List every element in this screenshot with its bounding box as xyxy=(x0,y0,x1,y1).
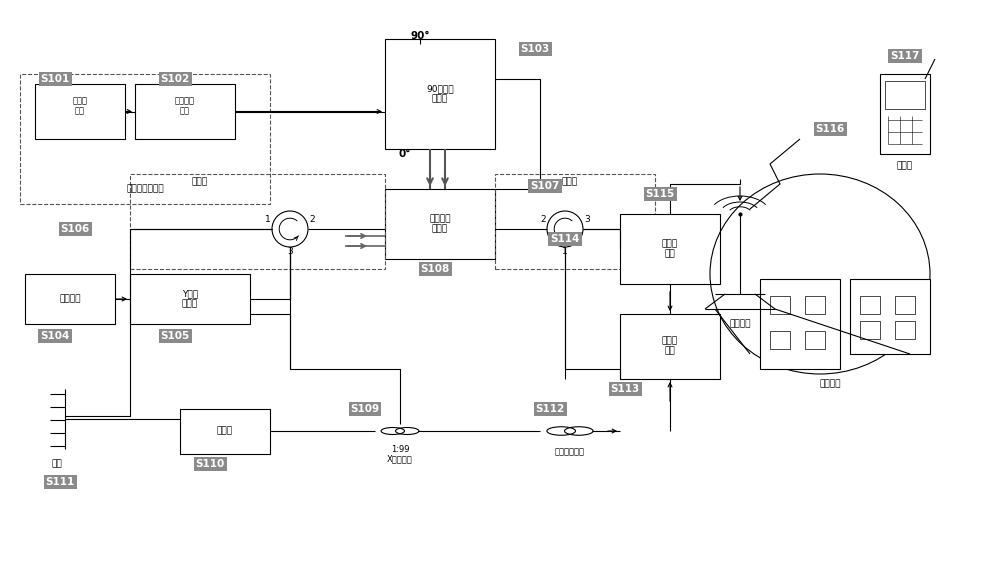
Text: S114: S114 xyxy=(550,234,580,244)
Text: Y分支
耦合器: Y分支 耦合器 xyxy=(182,289,198,309)
Text: 0°: 0° xyxy=(399,149,411,159)
Bar xyxy=(880,74,930,154)
Bar xyxy=(180,409,270,454)
Text: S107: S107 xyxy=(530,181,560,191)
Text: 1: 1 xyxy=(265,215,271,223)
Bar xyxy=(620,314,720,379)
Bar xyxy=(620,214,720,284)
Text: 后处理
模块: 后处理 模块 xyxy=(662,239,678,259)
Text: 环形器: 环形器 xyxy=(192,177,208,187)
Text: 挡板: 挡板 xyxy=(52,460,62,468)
Text: 1:99: 1:99 xyxy=(391,444,409,453)
Bar xyxy=(20,74,270,204)
Text: 射频源
模块: 射频源 模块 xyxy=(72,96,88,116)
Bar xyxy=(385,189,495,259)
Bar xyxy=(135,84,235,139)
Text: S105: S105 xyxy=(160,331,190,341)
Text: 标准单模光纤: 标准单模光纤 xyxy=(555,448,585,456)
Bar xyxy=(885,81,925,109)
Bar xyxy=(895,321,915,339)
Text: 智能天线: 智能天线 xyxy=(729,320,751,328)
Text: 光电探
测器: 光电探 测器 xyxy=(662,336,678,356)
Text: S109: S109 xyxy=(350,404,380,414)
Text: S104: S104 xyxy=(40,331,70,341)
Text: 环形器: 环形器 xyxy=(562,177,578,187)
Text: X型耦合器: X型耦合器 xyxy=(387,455,413,463)
Text: 移动台: 移动台 xyxy=(897,161,913,170)
Bar xyxy=(25,274,115,324)
Text: 2: 2 xyxy=(309,215,315,223)
Bar xyxy=(805,296,825,314)
Text: S113: S113 xyxy=(610,384,640,394)
Text: S102: S102 xyxy=(160,74,190,84)
Text: S112: S112 xyxy=(535,404,565,414)
Bar xyxy=(130,274,250,324)
Bar xyxy=(895,296,915,314)
Bar xyxy=(35,84,125,139)
Text: S108: S108 xyxy=(420,264,450,274)
Text: S111: S111 xyxy=(45,477,75,487)
Text: 90度混合
耦合器: 90度混合 耦合器 xyxy=(426,84,454,104)
Text: 3: 3 xyxy=(287,246,293,255)
Text: S115: S115 xyxy=(645,189,675,199)
Text: S101: S101 xyxy=(40,74,70,84)
Text: S117: S117 xyxy=(890,51,920,61)
Bar xyxy=(860,321,880,339)
Text: 1: 1 xyxy=(562,246,568,255)
Text: 90°: 90° xyxy=(410,31,430,41)
Text: 矢量信号发生器: 矢量信号发生器 xyxy=(126,184,164,193)
Bar xyxy=(770,331,790,349)
Text: 光源模块: 光源模块 xyxy=(59,294,81,304)
Text: S103: S103 xyxy=(520,44,550,54)
Bar xyxy=(770,296,790,314)
Text: 双向相位
调制器: 双向相位 调制器 xyxy=(429,214,451,234)
Text: 射频调制
模块: 射频调制 模块 xyxy=(175,96,195,116)
Text: 3: 3 xyxy=(584,215,590,223)
Text: 隔离器: 隔离器 xyxy=(217,426,233,436)
Bar xyxy=(495,174,655,269)
Text: S116: S116 xyxy=(815,124,845,134)
Text: S110: S110 xyxy=(195,459,225,469)
Bar xyxy=(850,279,930,354)
Bar xyxy=(130,174,385,269)
Bar xyxy=(385,39,495,149)
Text: 住宅小区: 住宅小区 xyxy=(819,379,841,389)
Text: S106: S106 xyxy=(60,224,90,234)
Bar xyxy=(760,279,840,369)
Text: 2: 2 xyxy=(540,215,546,223)
Bar xyxy=(860,296,880,314)
Bar xyxy=(805,331,825,349)
